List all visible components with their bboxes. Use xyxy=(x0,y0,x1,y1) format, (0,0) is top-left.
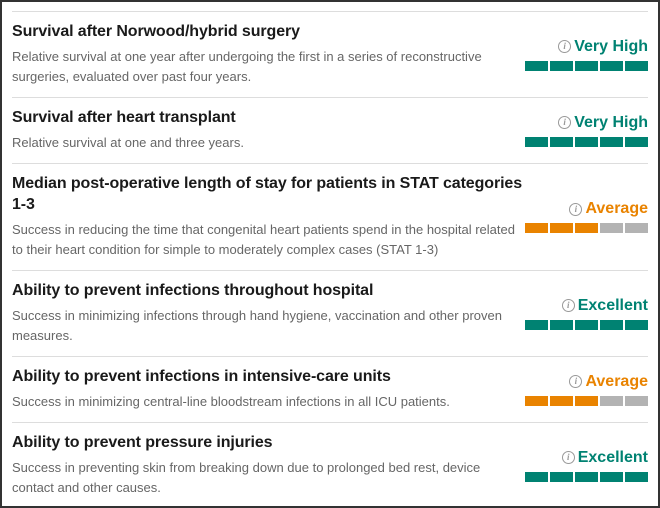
rating-segment xyxy=(575,471,598,482)
metric-row: Ability to prevent pressure injuries Suc… xyxy=(12,422,648,506)
rating-segment xyxy=(600,395,623,406)
metric-row: Survival after Norwood/hybrid surgery Re… xyxy=(12,11,648,97)
rating-segment xyxy=(625,395,648,406)
rating-bar xyxy=(525,60,648,71)
metric-text: Median post-operative length of stay for… xyxy=(12,173,524,260)
metric-text: Survival after Norwood/hybrid surgery Re… xyxy=(12,21,524,87)
rating-segment xyxy=(550,395,573,406)
metric-title: Survival after Norwood/hybrid surgery xyxy=(12,23,300,40)
info-icon[interactable]: i xyxy=(561,451,575,464)
info-icon[interactable]: i xyxy=(558,116,572,129)
metric-text: Ability to prevent pressure injuries Suc… xyxy=(12,432,524,498)
rating-label: Excellent xyxy=(577,296,648,314)
rating-bar xyxy=(525,223,648,233)
rating-segment xyxy=(625,136,648,147)
metric-rating: i Average xyxy=(524,373,648,406)
rating-segment xyxy=(575,136,598,147)
rating-bar xyxy=(525,319,648,330)
rating-line: i Average xyxy=(569,373,648,391)
rating-segment xyxy=(525,471,548,482)
rating-segment xyxy=(575,319,598,330)
metric-row: Median post-operative length of stay for… xyxy=(12,163,648,270)
rating-label: Average xyxy=(585,372,648,390)
rating-segment xyxy=(575,395,598,406)
metrics-list: Survival after Norwood/hybrid surgery Re… xyxy=(12,2,648,506)
rating-segment xyxy=(550,223,573,233)
metric-title: Ability to prevent pressure injuries xyxy=(12,434,273,451)
rating-label: Average xyxy=(585,200,648,217)
rating-line: i Excellent xyxy=(561,296,648,315)
metric-title: Ability to prevent infections in intensi… xyxy=(12,368,391,385)
rating-segment xyxy=(575,60,598,71)
rating-segment xyxy=(550,471,573,482)
rating-label: Very High xyxy=(574,113,648,131)
rating-segment xyxy=(550,136,573,147)
metric-title: Median post-operative length of stay for… xyxy=(12,175,523,213)
rating-segment xyxy=(625,223,648,233)
rating-line: i Average xyxy=(569,200,648,218)
rating-segment xyxy=(575,223,598,233)
rating-segment xyxy=(625,471,648,482)
rating-segment xyxy=(525,136,548,147)
metric-row: Survival after heart transplant Relative… xyxy=(12,97,648,163)
rating-line: i Very High xyxy=(558,38,648,56)
rating-segment xyxy=(525,319,548,330)
rating-segment xyxy=(600,60,623,71)
metric-row: Ability to prevent infections throughout… xyxy=(12,270,648,356)
rating-segment xyxy=(625,319,648,330)
rating-segment xyxy=(550,60,573,71)
rating-label: Excellent xyxy=(577,448,648,466)
metric-description: Success in minimizing infections through… xyxy=(12,308,502,343)
metric-rating: i Excellent xyxy=(524,449,648,482)
metric-description: Success in preventing skin from breaking… xyxy=(12,460,481,495)
metric-rating: i Very High xyxy=(524,114,648,147)
metric-text: Survival after heart transplant Relative… xyxy=(12,107,524,153)
metric-rating: i Very High xyxy=(524,38,648,71)
metric-text: Ability to prevent infections in intensi… xyxy=(12,366,524,412)
metric-rating: i Excellent xyxy=(524,297,648,330)
metric-description: Success in reducing the time that congen… xyxy=(12,222,515,257)
info-icon[interactable]: i xyxy=(561,299,575,312)
rating-segment xyxy=(550,319,573,330)
info-icon[interactable]: i xyxy=(558,40,572,53)
rating-line: i Excellent xyxy=(561,448,648,467)
rating-label: Very High xyxy=(574,37,648,55)
rating-segment xyxy=(525,395,548,406)
rating-bar xyxy=(525,395,648,406)
rating-segment xyxy=(600,319,623,330)
rating-bar xyxy=(525,136,648,147)
rating-segment xyxy=(600,471,623,482)
rating-bar xyxy=(525,471,648,482)
metric-row: Ability to prevent infections in intensi… xyxy=(12,356,648,422)
metric-description: Relative survival at one year after unde… xyxy=(12,49,482,84)
rating-line: i Very High xyxy=(558,114,648,132)
metric-rating: i Average xyxy=(524,200,648,233)
rating-segment xyxy=(600,223,623,233)
rating-segment xyxy=(625,60,648,71)
rating-segment xyxy=(525,60,548,71)
metric-description: Success in minimizing central-line blood… xyxy=(12,394,450,409)
metric-text: Ability to prevent infections throughout… xyxy=(12,280,524,346)
info-icon[interactable]: i xyxy=(569,202,583,216)
info-icon[interactable]: i xyxy=(569,375,583,388)
rating-segment xyxy=(525,223,548,233)
metric-title: Ability to prevent infections throughout… xyxy=(12,282,374,299)
metric-description: Relative survival at one and three years… xyxy=(12,135,244,150)
metric-title: Survival after heart transplant xyxy=(12,109,236,126)
rating-segment xyxy=(600,136,623,147)
